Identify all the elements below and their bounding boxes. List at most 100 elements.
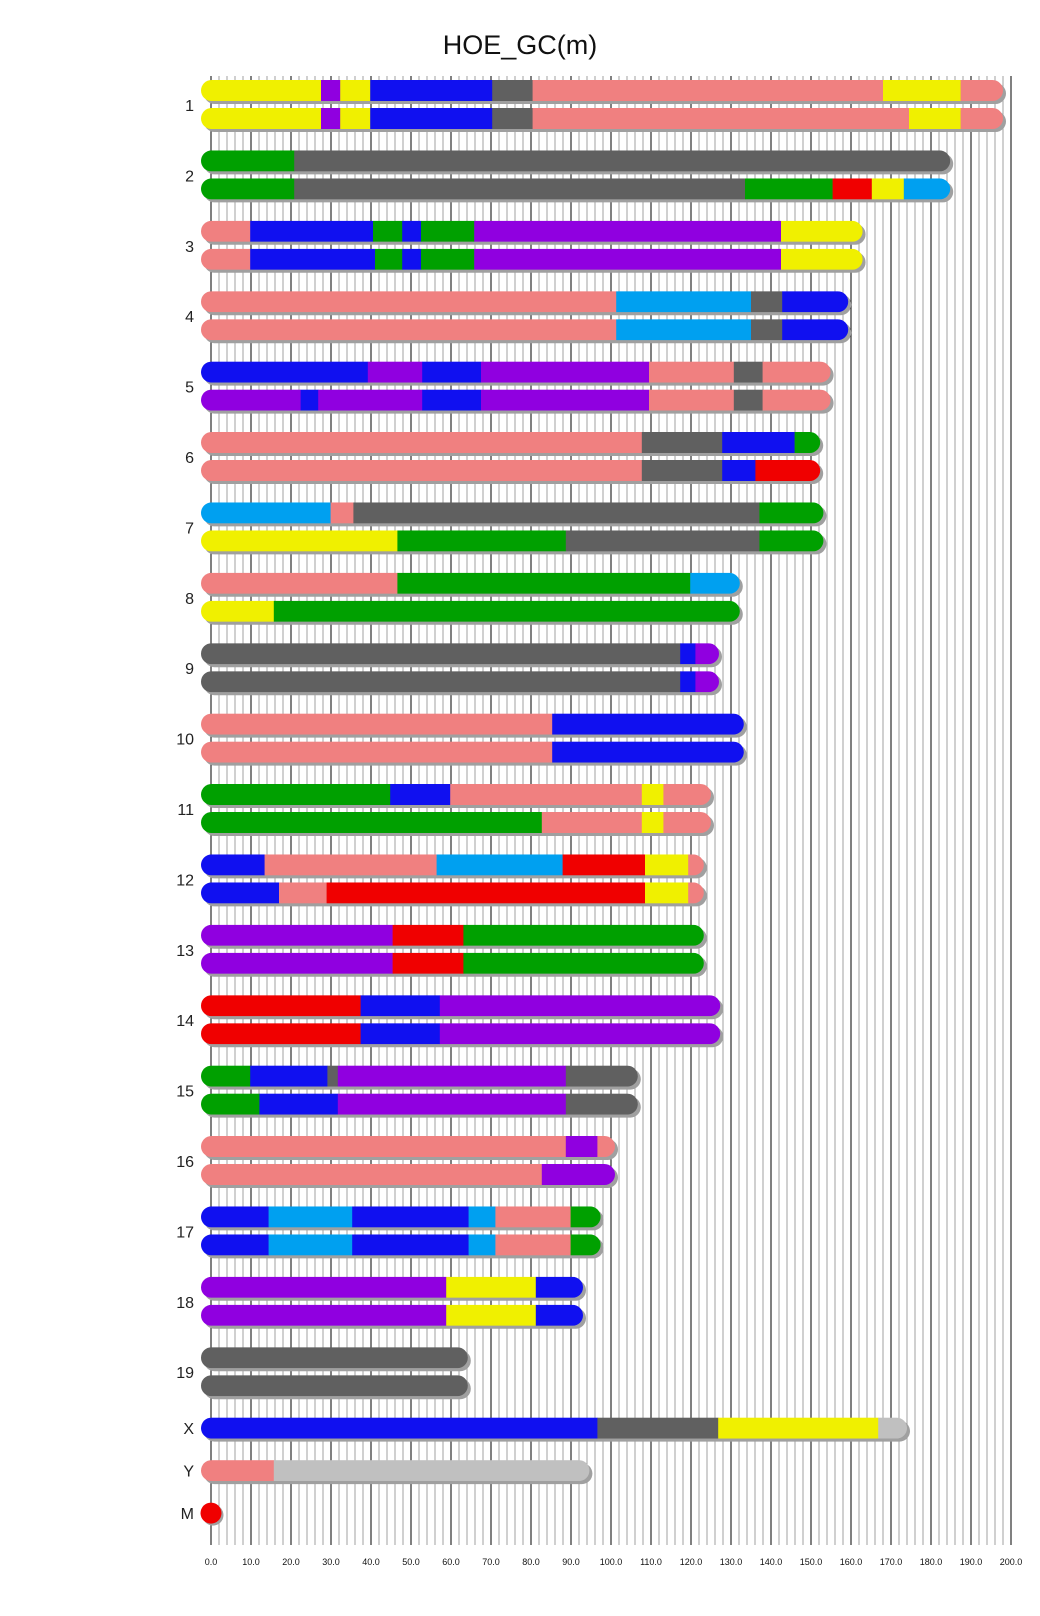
segment-gray: [294, 178, 746, 200]
segment-green: [273, 600, 740, 622]
segment-pink: [663, 812, 711, 833]
segment-blue: [250, 220, 374, 242]
segment-pink: [450, 784, 643, 805]
segment-blue: [722, 432, 795, 453]
segment-purple: [337, 1093, 567, 1115]
segment-purple: [201, 924, 393, 946]
segment-blue: [352, 1206, 469, 1228]
segment-pink: [201, 1136, 567, 1157]
chromosome-row: [201, 530, 824, 552]
chromosome-9: 9: [185, 643, 722, 696]
segment-pink: [688, 882, 704, 904]
segment-pink: [688, 854, 704, 876]
segment-lightblue: [268, 1206, 353, 1228]
segment-purple: [201, 389, 301, 411]
segment-blue: [250, 248, 376, 270]
segment-pink: [201, 1460, 275, 1482]
segment-yellow: [781, 248, 863, 270]
segment-gray: [733, 361, 763, 383]
chromosome-17: 17: [176, 1206, 604, 1259]
x-tick-label: 180.0: [920, 1557, 943, 1567]
chromosome-row: [201, 389, 831, 411]
chromosome-row: [201, 1065, 638, 1087]
segment-pink: [201, 1164, 543, 1185]
segment-yellow: [645, 854, 689, 876]
x-tick-label: 50.0: [402, 1557, 420, 1567]
chromosome-12: 12: [176, 854, 707, 907]
segment-purple: [695, 643, 719, 665]
segment-blue: [402, 220, 422, 242]
segment-blue: [390, 784, 451, 805]
x-tick-label: 70.0: [482, 1557, 500, 1567]
chromosome-row: [201, 291, 849, 313]
segment-lightblue: [616, 319, 752, 341]
chromosome-label: 10: [176, 732, 194, 749]
chromosome-row: [201, 1304, 583, 1326]
segment-green: [201, 812, 543, 833]
chromosome-label: 8: [185, 591, 194, 608]
segment-pink: [597, 1136, 615, 1157]
chromosome-row: [201, 671, 719, 693]
segment-yellow: [718, 1417, 879, 1439]
segment-yellow: [883, 80, 961, 101]
chromosome-row: [201, 108, 1003, 129]
segment-green: [201, 1065, 251, 1087]
segment-pink: [279, 882, 327, 904]
segment-purple: [474, 248, 782, 270]
segment-pink: [201, 741, 553, 763]
chromosome-X: X: [183, 1417, 910, 1442]
chromosome-10: 10: [176, 713, 747, 766]
x-tick-label: 20.0: [282, 1557, 300, 1567]
chromosome-row: [201, 1206, 601, 1228]
chromosome-row: [201, 460, 821, 481]
segment-lightblue: [268, 1234, 353, 1256]
segment-yellow: [340, 80, 371, 101]
segment-purple: [318, 389, 423, 411]
segment-blue: [535, 1304, 583, 1326]
segment-green: [463, 952, 704, 974]
segment-lightblue: [616, 291, 752, 313]
segment-gray: [492, 80, 533, 101]
segment-blue: [201, 1417, 598, 1439]
x-tick-label: 0.0: [205, 1557, 218, 1567]
chromosome-label: 16: [176, 1154, 194, 1171]
segment-pink: [762, 361, 831, 383]
segment-red: [392, 924, 464, 946]
segment-pink: [649, 389, 735, 411]
segment-pink: [201, 220, 251, 242]
chromosome-1: 1: [185, 80, 1006, 132]
segment-purple: [321, 80, 341, 101]
segment-pink: [960, 108, 1003, 129]
segment-blue: [552, 713, 744, 735]
segment-lightgray: [273, 1460, 590, 1482]
segment-gray: [751, 319, 783, 341]
chromosome-row: [201, 1234, 601, 1256]
x-tick-label: 10.0: [242, 1557, 260, 1567]
chromosome-row: [201, 1136, 615, 1157]
segment-purple: [321, 108, 341, 129]
segment-blue: [360, 995, 441, 1017]
segment-gray: [201, 1347, 468, 1369]
segment-blue: [370, 108, 493, 129]
chromosome-row: [201, 1460, 590, 1482]
chromosome-label: 1: [185, 98, 194, 115]
segment-yellow: [781, 220, 863, 242]
segment-blue: [370, 80, 493, 101]
x-tick-label: 40.0: [362, 1557, 380, 1567]
segment-pink: [495, 1206, 571, 1228]
segment-lightblue: [436, 854, 563, 876]
segment-yellow: [645, 882, 689, 904]
segment-green: [745, 178, 833, 200]
segment-blue: [360, 1023, 441, 1045]
segment-blue: [552, 741, 744, 763]
chromosome-14: 14: [176, 995, 724, 1048]
segment-lightblue: [468, 1206, 496, 1228]
x-tick-label: 100.0: [600, 1557, 623, 1567]
chromosome-5: 5: [185, 361, 834, 414]
segment-purple: [474, 220, 782, 242]
chromosome-6: 6: [185, 432, 824, 484]
segment-green: [463, 924, 704, 946]
chromosome-row: [201, 1375, 468, 1397]
